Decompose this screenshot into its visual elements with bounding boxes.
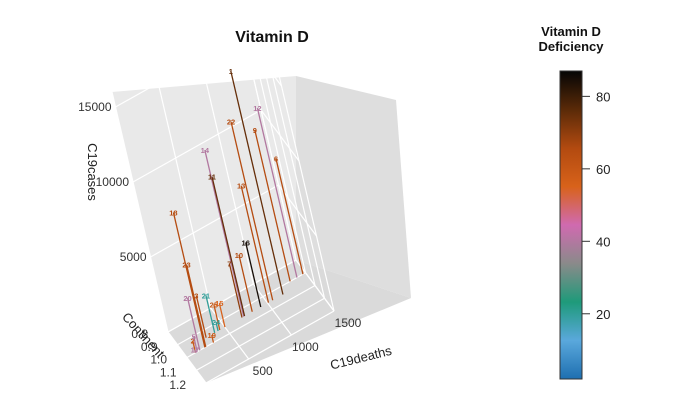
right-wall-panel (296, 76, 411, 298)
side-gridline (278, 184, 317, 237)
side-gridline (243, 34, 282, 87)
data-point-label: 5 (192, 333, 196, 342)
data-stem (195, 295, 207, 338)
colorbar-tick-label: 20 (596, 307, 610, 322)
data-stem (213, 304, 221, 331)
data-point-label: 14 (201, 146, 210, 155)
data-point-label: 18 (169, 208, 177, 217)
data-stem (218, 302, 226, 328)
data-stem (194, 349, 197, 353)
data-point-label: 15 (215, 299, 223, 308)
axis-tick-labels: 500 1000 1500 0.80.91.01.11.2 5000 10000 15000 (78, 100, 362, 392)
y-tick-label: 1.2 (169, 378, 186, 392)
data-stem (215, 321, 219, 332)
data-point-label: 6 (274, 155, 278, 164)
data-stem (186, 297, 201, 351)
y-tick-label: 1.0 (150, 353, 167, 367)
data-stems (172, 70, 304, 353)
side-gridline (295, 259, 335, 312)
data-stem (230, 121, 274, 301)
data-point-label: 22 (227, 118, 235, 127)
side-gridline (277, 70, 335, 312)
data-point-label: 21 (202, 291, 210, 300)
data-stem (275, 158, 304, 275)
z-tick-label: 10000 (96, 175, 130, 189)
colorbar-tick-label: 40 (596, 234, 610, 249)
data-stem (238, 254, 253, 312)
side-gridline (239, 19, 297, 261)
data-point-label: 13 (237, 182, 245, 191)
back-gridline (111, 91, 169, 333)
side-gridline (260, 109, 300, 162)
colorbar-legend: Vitamin D Deficiency 20 40 60 80 (538, 24, 610, 380)
data-point-label: 25 (210, 301, 218, 310)
data-point-label: 17 (191, 346, 199, 355)
z-tick-label: 5000 (120, 250, 147, 264)
back-gridline (150, 184, 279, 258)
data-point-label: 9 (253, 126, 257, 135)
x-axis-label: C19deaths (329, 343, 394, 373)
data-stem (254, 129, 291, 282)
data-point-label: 1 (229, 67, 233, 76)
data-stem (228, 263, 243, 318)
data-stem (205, 295, 216, 334)
colorbar-tick-label: 80 (596, 89, 610, 104)
data-stem (240, 185, 270, 303)
data-point-label: 10 (235, 251, 243, 260)
data-point-label: 20 (183, 294, 191, 303)
data-stem (256, 107, 298, 278)
floor-gridline (205, 310, 335, 384)
data-point-label: 7 (227, 260, 231, 269)
side-gridline (258, 45, 316, 286)
data-point-label: 19 (208, 331, 216, 340)
data-stem (172, 212, 206, 348)
data-point-label: 23 (182, 260, 190, 269)
data-point-label: 24 (212, 318, 221, 327)
data-stem (193, 336, 198, 352)
data-stem (211, 176, 246, 317)
box-panels (112, 76, 411, 383)
z-tick-label: 15000 (78, 100, 112, 114)
legend-title-line1: Vitamin D (541, 24, 601, 39)
data-point-label: 3 (194, 292, 198, 301)
back-gridline (196, 43, 254, 285)
back-gridline (132, 109, 262, 183)
data-stem (245, 242, 262, 308)
data-stem (230, 70, 284, 295)
back-gridline (154, 67, 212, 309)
side-gridline (248, 32, 307, 273)
data-stem (185, 264, 207, 348)
data-stem (204, 149, 245, 317)
gridlines (111, 19, 335, 384)
y-tick-label: 1.1 (160, 365, 177, 379)
data-stem (211, 334, 215, 343)
legend-title-line2: Deficiency (538, 39, 604, 54)
data-point-label: 2 (191, 337, 195, 346)
x-tick-label: 500 (253, 364, 273, 378)
floor-gridline (186, 284, 316, 359)
x-tick-label: 1000 (292, 340, 319, 354)
colorbar-tick-label: 60 (596, 162, 610, 177)
z-axis-label: C19cases (85, 143, 100, 201)
floor-gridline (196, 297, 325, 371)
side-gridline (267, 58, 326, 299)
colorbar (559, 70, 583, 380)
chart-title: Vitamin D (235, 29, 309, 46)
data-point-label: 16 (242, 238, 250, 247)
back-gridline (167, 259, 297, 333)
x-tick-label: 1500 (335, 316, 362, 330)
y-tick-label: 0.9 (141, 340, 158, 354)
colorbar-ticks: 20 40 60 80 (582, 89, 610, 322)
y-tick-label: 0.8 (131, 327, 148, 341)
data-point-label: 12 (253, 104, 261, 113)
data-point-label: 11 (208, 173, 216, 182)
back-gridline (115, 34, 244, 108)
